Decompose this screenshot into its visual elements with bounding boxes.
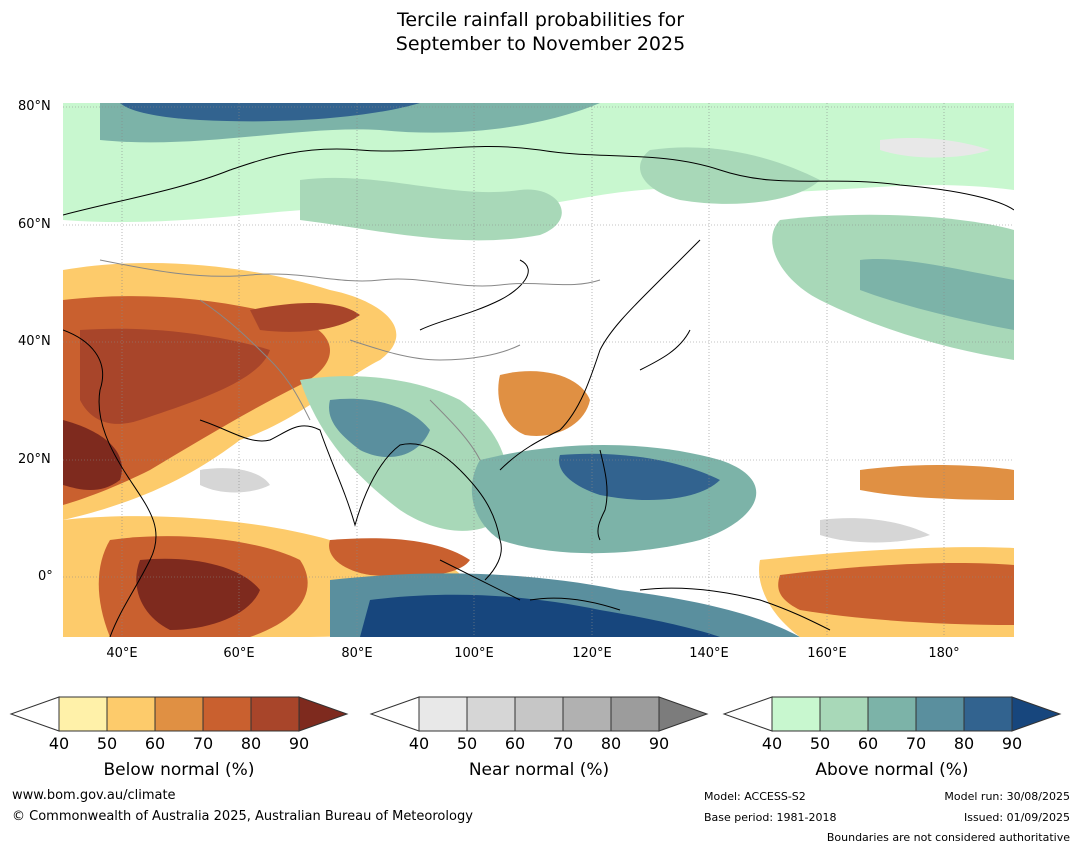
colorbar-near-seg-2 bbox=[466, 696, 516, 732]
map-title: Tercile rainfall probabilities for Septe… bbox=[0, 8, 1081, 56]
lon-label-120e: 120°E bbox=[572, 646, 612, 661]
colorbar-above-seg-5 bbox=[963, 696, 1013, 732]
colorbar-below-tick: 70 bbox=[192, 734, 214, 753]
colorbar-below-tick: 80 bbox=[240, 734, 262, 753]
colorbar-above-end-triangle bbox=[1011, 696, 1062, 732]
colorbar-above-seg-1 bbox=[771, 696, 821, 732]
region-arctic-blue bbox=[120, 103, 420, 122]
colorbar-above-seg-3 bbox=[867, 696, 917, 732]
colorbar-below bbox=[9, 696, 349, 732]
colorbar-above-tick: 40 bbox=[761, 734, 783, 753]
region-central-pacific-core bbox=[778, 563, 1014, 625]
colorbar-below-tick: 40 bbox=[48, 734, 70, 753]
colorbar-near-seg-1 bbox=[418, 696, 468, 732]
region-red-sea bbox=[63, 420, 122, 490]
lon-label-40e: 40°E bbox=[106, 646, 138, 661]
region-near-normal-africa bbox=[200, 468, 270, 493]
colorbar-near bbox=[369, 696, 709, 732]
lon-label-140e: 140°E bbox=[689, 646, 729, 661]
boundaries bbox=[99, 259, 601, 461]
colorbar-above-title: Above normal (%) bbox=[815, 760, 969, 780]
colorbar-near-tick: 70 bbox=[552, 734, 574, 753]
colorbar-near-tick: 40 bbox=[408, 734, 430, 753]
colorbar-above-tick: 90 bbox=[1001, 734, 1023, 753]
footer-copyright: © Commonwealth of Australia 2025, Austra… bbox=[12, 809, 473, 824]
lat-label-0: 0° bbox=[38, 569, 53, 584]
colorbar-near-end-triangle bbox=[658, 696, 709, 732]
region-sumatra-below bbox=[329, 538, 470, 577]
region-arabia-core bbox=[80, 328, 270, 424]
colorbar-near-tick: 60 bbox=[504, 734, 526, 753]
colorbar-below-seg-1 bbox=[58, 696, 108, 732]
lat-label-80n: 80°N bbox=[18, 99, 51, 114]
colorbar-below-seg-4 bbox=[202, 696, 252, 732]
colorbar-near-seg-4 bbox=[562, 696, 612, 732]
colorbar-above-seg-2 bbox=[819, 696, 869, 732]
coastlines bbox=[63, 146, 1014, 637]
region-himalaya-west bbox=[250, 303, 360, 332]
region-north-pacific-below bbox=[860, 465, 1014, 500]
region-indonesia-core bbox=[360, 594, 720, 637]
colorbar-below-start-triangle bbox=[9, 696, 60, 732]
colorbar-above-tick: 60 bbox=[857, 734, 879, 753]
region-near-normal-pacific bbox=[820, 518, 930, 543]
colorbar-near-seg-3 bbox=[514, 696, 564, 732]
lon-label-160e: 160°E bbox=[807, 646, 847, 661]
colorbar-above-tick: 50 bbox=[809, 734, 831, 753]
region-indian-ocean-peak bbox=[136, 558, 260, 630]
colorbar-near-tick: 50 bbox=[456, 734, 478, 753]
footer-boundaries-note: Boundaries are not considered authoritat… bbox=[826, 831, 1070, 844]
colorbar-above bbox=[722, 696, 1062, 732]
footer-url[interactable]: www.bom.gov.au/climate bbox=[12, 788, 176, 803]
region-pacific-north-teal bbox=[860, 259, 1014, 330]
graticule bbox=[63, 103, 1014, 637]
footer-base-period: Base period: 1981-2018 bbox=[704, 811, 837, 824]
colorbar-below-seg-3 bbox=[154, 696, 204, 732]
colorbar-near-tick: 90 bbox=[648, 734, 670, 753]
colorbar-below-tick: 90 bbox=[288, 734, 310, 753]
title-line-2: September to November 2025 bbox=[395, 33, 686, 55]
region-central-siberia bbox=[300, 177, 562, 241]
lon-label-100e: 100°E bbox=[454, 646, 494, 661]
colorbar-below-tick: 60 bbox=[144, 734, 166, 753]
map-field bbox=[63, 103, 1014, 637]
colorbar-above-start-triangle bbox=[722, 696, 773, 732]
colorbar-above-tick: 80 bbox=[953, 734, 975, 753]
region-china-below bbox=[498, 371, 590, 436]
lat-label-20n: 20°N bbox=[18, 452, 51, 467]
lon-label-180: 180° bbox=[928, 646, 960, 661]
colorbar-above-seg-4 bbox=[915, 696, 965, 732]
colorbar-above-tick: 70 bbox=[905, 734, 927, 753]
lon-label-80e: 80°E bbox=[341, 646, 373, 661]
colorbar-below-title: Below normal (%) bbox=[103, 760, 255, 780]
colorbar-below-tick: 50 bbox=[96, 734, 118, 753]
title-line-1: Tercile rainfall probabilities for bbox=[396, 9, 685, 31]
colorbar-near-tick: 80 bbox=[600, 734, 622, 753]
colorbar-near-start-triangle bbox=[369, 696, 420, 732]
lat-label-60n: 60°N bbox=[18, 217, 51, 232]
footer-model-run: Model run: 30/08/2025 bbox=[944, 790, 1070, 803]
region-india-core bbox=[329, 398, 430, 458]
lat-label-40n: 40°N bbox=[18, 334, 51, 349]
colorbar-near-seg-5 bbox=[610, 696, 660, 732]
region-philippine-sea bbox=[559, 453, 720, 500]
footer-issued: Issued: 01/09/2025 bbox=[963, 811, 1070, 824]
colorbar-below-end-triangle bbox=[298, 696, 349, 732]
colorbar-near-title: Near normal (%) bbox=[468, 760, 610, 780]
region-near-normal-arctic bbox=[880, 138, 990, 158]
colorbar-below-seg-5 bbox=[250, 696, 300, 732]
colorbar-below-seg-2 bbox=[106, 696, 156, 732]
lon-label-60e: 60°E bbox=[223, 646, 255, 661]
footer-model: Model: ACCESS-S2 bbox=[704, 790, 806, 803]
